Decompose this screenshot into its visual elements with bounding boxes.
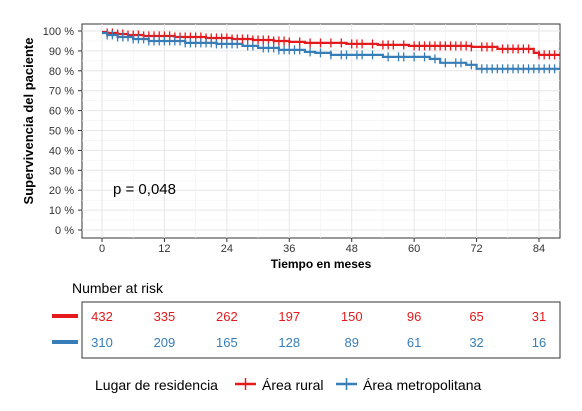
y-tick-label: 100 % xyxy=(43,26,74,38)
legend: Lugar de residencia Área rural Área metr… xyxy=(95,377,482,393)
risk-value: 96 xyxy=(407,309,421,324)
y-tick-label: 70 % xyxy=(49,86,74,98)
x-tick-label: 60 xyxy=(408,243,420,255)
risk-value: 89 xyxy=(344,335,358,350)
risk-value: 65 xyxy=(469,309,483,324)
x-tick-label: 24 xyxy=(221,243,233,255)
y-tick-label: 30 % xyxy=(49,165,74,177)
survival-curve-rural xyxy=(102,30,560,56)
x-tick-label: 0 xyxy=(99,243,105,255)
x-tick-label: 36 xyxy=(283,243,295,255)
p-value-annotation: p = 0,048 xyxy=(113,181,176,198)
x-axis: 0 12 24 36 48 60 72 84 xyxy=(99,238,545,255)
y-tick-label: 80 % xyxy=(49,66,74,78)
censor-marks xyxy=(106,28,556,74)
y-axis-label: Supervivencia del paciente xyxy=(21,38,36,205)
risk-value: 432 xyxy=(91,309,113,324)
risk-value: 128 xyxy=(278,335,300,350)
y-tick-label: 60 % xyxy=(49,106,74,118)
y-tick-label: 50 % xyxy=(49,126,74,138)
risk-value: 165 xyxy=(216,335,238,350)
plot-area xyxy=(81,23,561,239)
x-axis-label: Tiempo en meses xyxy=(271,257,372,271)
risk-value: 32 xyxy=(469,335,483,350)
y-tick-label: 20 % xyxy=(49,185,74,197)
risk-table-title: Number at risk xyxy=(72,280,164,296)
legend-item-metropolitana: Área metropolitana xyxy=(336,377,482,393)
risk-table-border xyxy=(81,301,561,359)
y-tick-label: 0 % xyxy=(55,225,74,237)
risk-table: Number at risk 432 335 262 197 150 96 65 31 310 2… xyxy=(52,280,561,359)
legend-label-metropolitana: Área metropolitana xyxy=(363,377,482,393)
y-tick-label: 90 % xyxy=(49,46,74,58)
risk-value: 262 xyxy=(216,309,238,324)
risk-value: 61 xyxy=(407,335,421,350)
risk-value: 16 xyxy=(532,335,546,350)
risk-table-rows: 432 335 262 197 150 96 65 31 310 209 165 128 89 61 32 1… xyxy=(52,309,546,350)
x-tick-label: 48 xyxy=(346,243,358,255)
x-tick-label: 72 xyxy=(470,243,482,255)
y-tick-label: 40 % xyxy=(49,145,74,157)
x-tick-label: 12 xyxy=(158,243,170,255)
risk-value: 150 xyxy=(341,309,363,324)
legend-label-rural: Área rural xyxy=(262,377,323,393)
y-tick-label: 10 % xyxy=(49,205,74,217)
grid xyxy=(82,24,560,238)
risk-value: 335 xyxy=(154,309,176,324)
risk-value: 197 xyxy=(278,309,300,324)
risk-value: 209 xyxy=(154,335,176,350)
risk-value: 31 xyxy=(532,309,546,324)
risk-value: 310 xyxy=(91,335,113,350)
x-tick-label: 84 xyxy=(533,243,545,255)
y-axis: 0 % 10 % 20 % 30 % 40 % 50 % 60 % 70 % 80 % 90 % 1… xyxy=(43,26,82,237)
legend-title: Lugar de residencia xyxy=(95,377,218,393)
legend-item-rural: Área rural xyxy=(235,377,323,393)
